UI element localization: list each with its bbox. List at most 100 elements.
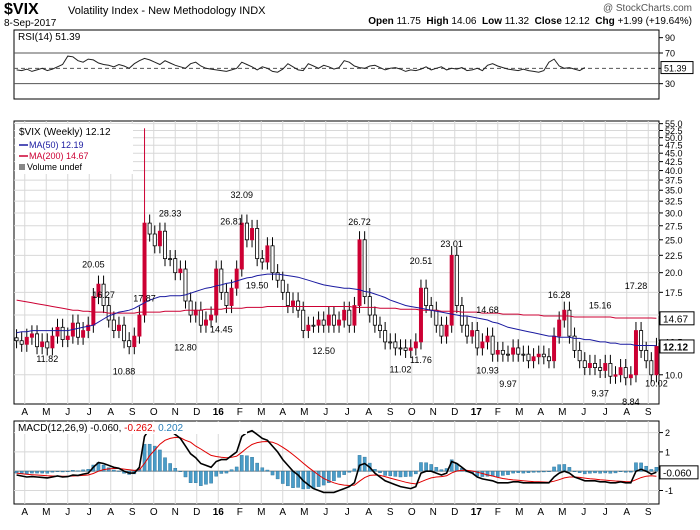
price-tick-label: 37.5 [665,176,683,186]
price-tick-label: 30.0 [665,208,683,218]
macd-histogram-bar [45,470,50,474]
macd-histogram-bar [429,464,433,472]
candle-body [163,230,167,260]
candle-body [291,300,295,306]
candle-body [572,335,577,351]
candle-body [490,335,495,355]
candle-body [224,291,229,306]
macd-histogram-bar [414,470,418,475]
price-tick-label: 50.0 [665,133,683,143]
price-legend-volume: Volume undef [27,162,83,172]
price-annotation: 9.97 [499,379,517,389]
price-x-label: N [172,407,179,418]
price-annotation: 11.82 [36,354,58,364]
price-legend-ma50: MA(50) 12.19 [29,140,84,150]
candle-body [485,335,490,343]
macd-x-label: N [430,507,437,518]
price-annotation: 17.87 [133,293,156,303]
macd-tick-label: -1 [665,486,673,496]
macd-histogram-bar [398,470,403,478]
candle-body [337,319,342,326]
price-x-label: 16 [213,407,225,418]
instrument-title: Volatility Index - New Methodology [68,5,237,17]
price-annotation: 10.93 [476,366,499,376]
macd-histogram-bar [245,455,249,472]
candle-body [219,268,224,293]
candle-body [157,230,162,247]
candle-body [506,353,510,356]
price-annotation: 16.28 [548,290,571,300]
macd-x-label: S [387,507,394,518]
candle-body [562,309,567,321]
macd-histogram-bar [378,470,382,473]
macd-histogram-bar [219,470,224,474]
price-x-label: A [107,407,114,418]
low-value: 11.32 [504,16,530,27]
macd-histogram-bar [582,470,587,475]
macd-x-label: J [87,507,92,518]
price-x-label: A [365,407,372,418]
macd-x-label: J [603,507,608,518]
candle-body [116,324,121,331]
price-x-label: F [495,407,501,418]
candle-body [567,309,572,337]
candle-body [35,333,40,348]
macd-histogram-bar [603,470,608,474]
macd-histogram-bar [388,470,393,477]
quote-summary: Open 11.75 High 14.06 Low 11.32 Close 12… [368,16,692,27]
macd-x-label: M [257,507,265,518]
macd-histogram-bar [552,466,556,472]
macd-histogram-bar [163,457,167,472]
macd-histogram-bar [434,467,439,472]
candle-body [250,228,255,241]
macd-histogram-bar [332,470,336,482]
macd-histogram-bar [65,470,70,472]
macd-histogram-bar [419,462,423,472]
price-annotation: 10.88 [113,366,136,376]
macd-histogram-bar [35,470,39,474]
candle-body [209,314,214,321]
candle-body [362,239,367,298]
price-annotation: 16.27 [92,290,115,300]
macd-histogram-bar [55,470,60,472]
candle-body [81,330,86,338]
macd-x-label: A [537,507,544,518]
candle-body [265,245,270,263]
macd-histogram-bar [101,464,106,472]
macd-histogram-bar [352,468,357,472]
candle-body [40,341,45,348]
price-x-label: S [129,407,136,418]
candle-body [603,363,608,371]
candle-body [50,335,55,349]
candle-body [255,228,260,260]
macd-histogram-bar [158,449,162,472]
candle-body [582,360,587,368]
macd-histogram-bar [280,470,285,484]
price-annotation: 11.76 [410,355,432,365]
candle-body [244,222,249,241]
macd-x-label: D [193,507,200,518]
macd-histogram-bar [173,468,178,472]
macd-histogram-bar [50,470,55,473]
rsi-panel-frame [13,29,660,100]
macd-histogram-bar [168,463,172,472]
candle-body [275,272,280,281]
macd-histogram-bar [71,470,75,472]
macd-histogram-bar [654,467,659,472]
symbol-label: $VIX [4,1,39,18]
date-label: 8-Sep-2017 [4,18,57,29]
price-x-label: S [645,407,652,418]
price-tick-label: 27.5 [665,221,683,231]
price-tick-label: 55.0 [665,119,683,129]
macd-histogram-bar [14,470,19,474]
candle-body [541,353,546,358]
price-annotation: 8.84 [622,397,640,407]
candle-body [639,330,644,351]
rsi-tick-label: 70 [665,49,675,59]
macd-histogram-bar [229,469,234,472]
price-x-label: O [408,407,416,418]
candle-body [188,300,193,316]
macd-histogram-bar [593,470,597,474]
price-tick-label: 20.0 [665,268,683,278]
price-x-label: D [193,407,200,418]
